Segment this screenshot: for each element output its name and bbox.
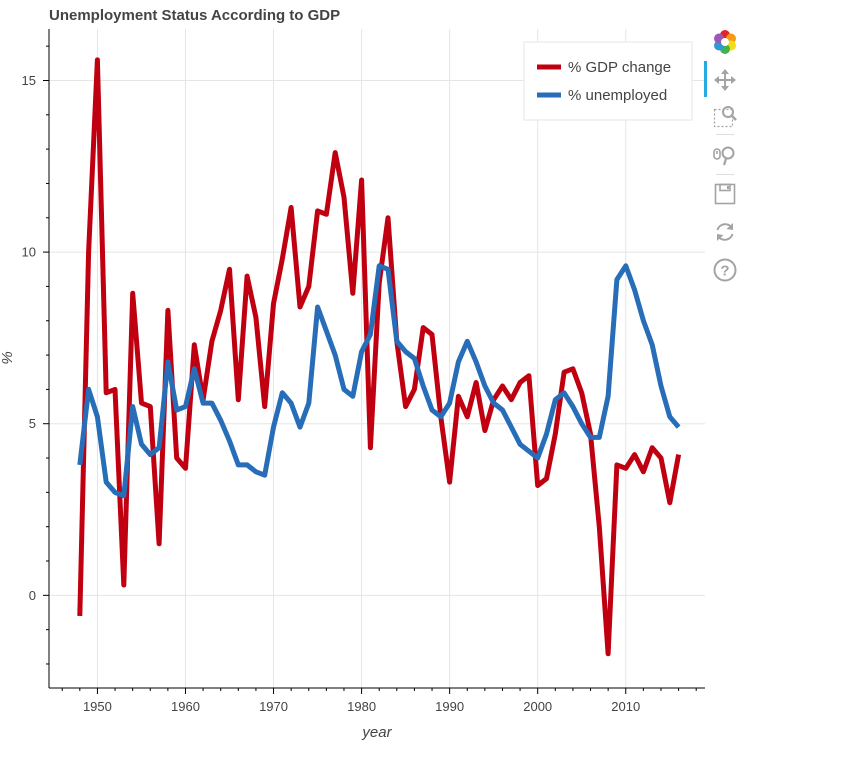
chart-title: Unemployment Status According to GDP — [49, 7, 340, 24]
y-tick-label: 0 — [29, 588, 36, 603]
x-tick-label: 1970 — [259, 699, 288, 714]
svg-text:?: ? — [720, 263, 729, 280]
pan-icon[interactable] — [711, 66, 739, 94]
series-line-unemployed — [77, 263, 681, 499]
help-icon[interactable]: ? — [711, 256, 739, 284]
toolbar: ? — [704, 26, 744, 296]
legend-box — [523, 41, 693, 121]
x-tick-label: 2010 — [611, 699, 640, 714]
save-icon[interactable] — [711, 180, 739, 208]
x-tick-label: 1980 — [347, 699, 376, 714]
x-tick-label: 1950 — [83, 699, 112, 714]
x-tick-label: 1960 — [171, 699, 200, 714]
y-tick-label: 10 — [22, 245, 36, 260]
x-axis-label: year — [361, 724, 392, 741]
axes: 1950 1960 1970 1980 1990 2000 2010 0 5 10 15 — [22, 29, 705, 714]
reset-icon[interactable] — [711, 218, 739, 246]
y-axis-label: % — [0, 351, 16, 364]
legend-label-unemployed: % unemployed — [568, 87, 667, 104]
series-lines — [77, 57, 682, 657]
bokeh-logo-icon[interactable] — [711, 28, 739, 56]
y-tick-label: 15 — [22, 73, 36, 88]
legend: % GDP change % unemployed — [523, 41, 693, 121]
toolbar-separator — [716, 134, 734, 135]
legend-label-gdp: % GDP change — [568, 59, 671, 76]
x-tick-label: 1990 — [435, 699, 464, 714]
toolbar-separator — [716, 174, 734, 175]
active-tool-indicator — [704, 61, 707, 97]
y-tick-label: 5 — [29, 416, 36, 431]
box-zoom-icon[interactable] — [711, 102, 739, 130]
x-tick-label: 2000 — [523, 699, 552, 714]
series-line-gdp-change — [77, 57, 682, 657]
wheel-zoom-icon[interactable] — [711, 141, 739, 169]
